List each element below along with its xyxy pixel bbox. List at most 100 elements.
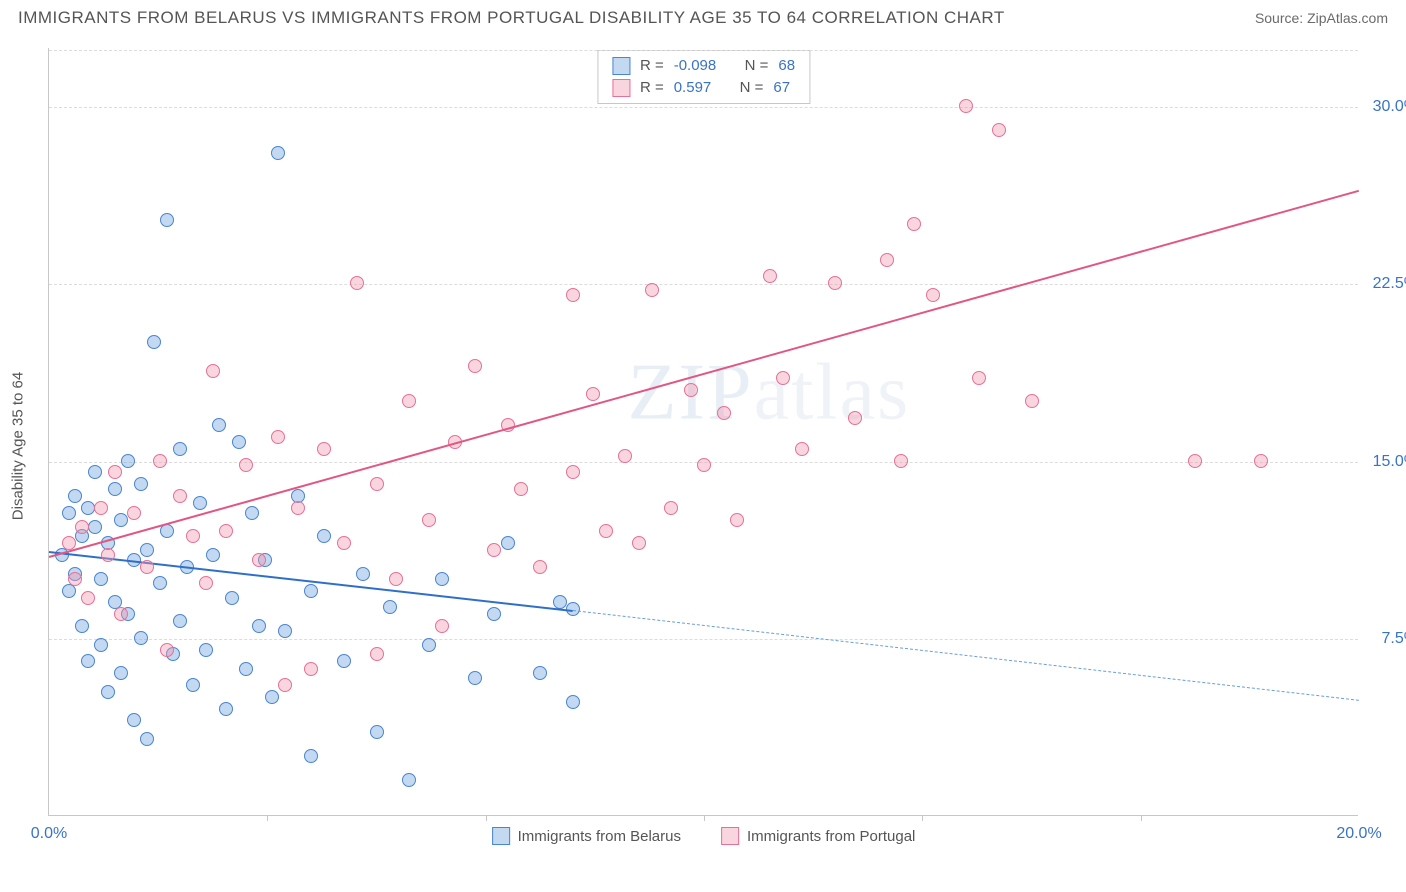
x-minor-tick [486, 815, 487, 821]
swatch-portugal [721, 827, 739, 845]
data-point [566, 465, 580, 479]
data-point [356, 567, 370, 581]
data-point [383, 600, 397, 614]
data-point [468, 671, 482, 685]
legend-item-portugal: Immigrants from Portugal [721, 827, 915, 845]
data-point [62, 506, 76, 520]
y-tick-label: 15.0% [1362, 453, 1406, 471]
y-tick-label: 30.0% [1362, 98, 1406, 116]
data-point [1188, 454, 1202, 468]
watermark: ZIPatlas [628, 348, 911, 439]
data-point [127, 506, 141, 520]
legend-label-b: Immigrants from Portugal [747, 828, 915, 845]
data-point [134, 477, 148, 491]
gridline [49, 107, 1358, 108]
data-point [618, 449, 632, 463]
data-point [271, 146, 285, 160]
data-point [199, 643, 213, 657]
data-point [422, 638, 436, 652]
data-point [75, 619, 89, 633]
data-point [271, 430, 285, 444]
data-point [1254, 454, 1268, 468]
stat-label-n: N = [745, 55, 769, 77]
data-point [730, 513, 744, 527]
data-point [245, 506, 259, 520]
data-point [632, 536, 646, 550]
data-point [147, 335, 161, 349]
stat-label-r: R = [640, 55, 664, 77]
data-point [389, 572, 403, 586]
regression-line [49, 551, 573, 612]
data-point [1025, 394, 1039, 408]
data-point [212, 418, 226, 432]
data-point [566, 695, 580, 709]
data-point [487, 607, 501, 621]
data-point [114, 513, 128, 527]
x-tick-label: 20.0% [1336, 825, 1381, 843]
stat-r-a: -0.098 [674, 55, 717, 77]
data-point [140, 543, 154, 557]
data-point [114, 607, 128, 621]
data-point [173, 489, 187, 503]
data-point [487, 543, 501, 557]
swatch-belarus [612, 57, 630, 75]
data-point [926, 288, 940, 302]
data-point [134, 631, 148, 645]
data-point [186, 678, 200, 692]
data-point [160, 524, 174, 538]
data-point [278, 678, 292, 692]
data-point [566, 288, 580, 302]
data-point [684, 383, 698, 397]
gridline [49, 639, 1358, 640]
data-point [160, 643, 174, 657]
data-point [317, 529, 331, 543]
data-point [252, 553, 266, 567]
legend-row-a: R = -0.098 N = 68 [612, 55, 795, 77]
x-minor-tick [1141, 815, 1142, 821]
data-point [114, 666, 128, 680]
swatch-belarus [492, 827, 510, 845]
data-point [75, 520, 89, 534]
data-point [239, 662, 253, 676]
data-point [81, 654, 95, 668]
data-point [68, 572, 82, 586]
data-point [717, 406, 731, 420]
data-point [239, 458, 253, 472]
data-point [108, 465, 122, 479]
legend-label-a: Immigrants from Belarus [518, 828, 681, 845]
x-minor-tick [267, 815, 268, 821]
gridline [49, 50, 1358, 51]
data-point [101, 548, 115, 562]
data-point [173, 614, 187, 628]
x-tick-label: 0.0% [31, 825, 67, 843]
data-point [370, 725, 384, 739]
data-point [697, 458, 711, 472]
data-point [108, 482, 122, 496]
data-point [828, 276, 842, 290]
data-point [265, 690, 279, 704]
data-point [907, 217, 921, 231]
regression-line [573, 610, 1359, 701]
data-point [68, 489, 82, 503]
data-point [533, 560, 547, 574]
data-point [304, 662, 318, 676]
regression-line [49, 190, 1360, 558]
data-point [370, 647, 384, 661]
data-point [219, 702, 233, 716]
stat-label-r: R = [640, 77, 664, 99]
data-point [304, 584, 318, 598]
data-point [153, 454, 167, 468]
legend-row-b: R = 0.597 N = 67 [612, 77, 795, 99]
data-point [160, 213, 174, 227]
data-point [317, 442, 331, 456]
data-point [599, 524, 613, 538]
plot-area: ZIPatlas R = -0.098 N = 68 R = 0.597 N =… [48, 48, 1358, 816]
data-point [880, 253, 894, 267]
data-point [186, 529, 200, 543]
stat-r-b: 0.597 [674, 77, 712, 99]
data-point [533, 666, 547, 680]
data-point [370, 477, 384, 491]
data-point [435, 572, 449, 586]
data-point [337, 536, 351, 550]
data-point [848, 411, 862, 425]
